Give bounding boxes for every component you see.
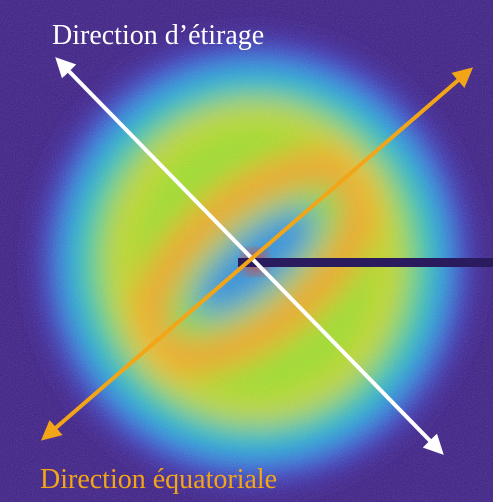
equatorial-label: Direction équatoriale (40, 464, 277, 495)
beam-stop (238, 258, 493, 267)
equatorial-arrow (40, 67, 474, 441)
stretch-label: Direction d’étirage (52, 20, 264, 51)
